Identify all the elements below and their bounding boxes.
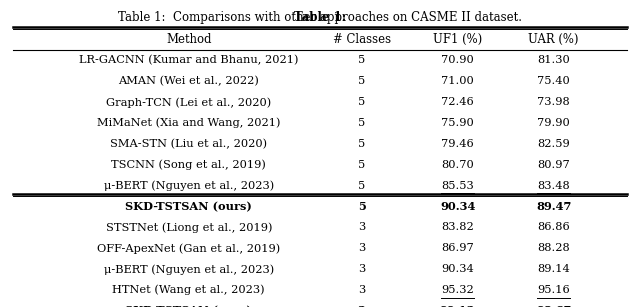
Text: 3: 3 (358, 305, 365, 307)
Text: HTNet (Wang et al., 2023): HTNet (Wang et al., 2023) (113, 285, 265, 295)
Text: 5: 5 (358, 76, 365, 86)
Text: 3: 3 (358, 243, 365, 253)
Text: 89.14: 89.14 (537, 264, 570, 274)
Text: # Classes: # Classes (333, 33, 390, 46)
Text: SMA-STN (Liu et al., 2020): SMA-STN (Liu et al., 2020) (110, 139, 268, 149)
Text: 3: 3 (358, 223, 365, 232)
Text: Method: Method (166, 33, 212, 46)
Text: μ-BERT (Nguyen et al., 2023): μ-BERT (Nguyen et al., 2023) (104, 264, 274, 274)
Text: 95.16: 95.16 (537, 285, 570, 295)
Text: 82.59: 82.59 (537, 139, 570, 149)
Text: LR-GACNN (Kumar and Bhanu, 2021): LR-GACNN (Kumar and Bhanu, 2021) (79, 55, 298, 66)
Text: μ-BERT (Nguyen et al., 2023): μ-BERT (Nguyen et al., 2023) (104, 181, 274, 191)
Text: MiMaNet (Xia and Wang, 2021): MiMaNet (Xia and Wang, 2021) (97, 118, 280, 128)
Text: 5: 5 (358, 201, 365, 212)
Text: AMAN (Wei et al., 2022): AMAN (Wei et al., 2022) (118, 76, 259, 87)
Text: 83.48: 83.48 (537, 181, 570, 191)
Text: 98.67: 98.67 (536, 305, 572, 307)
Text: 70.90: 70.90 (441, 56, 474, 65)
Text: 83.82: 83.82 (441, 223, 474, 232)
Text: 5: 5 (358, 56, 365, 65)
Text: 90.34: 90.34 (440, 201, 476, 212)
Text: SKD-TSTSAN (ours): SKD-TSTSAN (ours) (125, 201, 252, 212)
Text: 5: 5 (358, 97, 365, 107)
Text: 79.46: 79.46 (441, 139, 474, 149)
Text: 75.90: 75.90 (441, 118, 474, 128)
Text: UAR (%): UAR (%) (529, 33, 579, 46)
Text: STSTNet (Liong et al., 2019): STSTNet (Liong et al., 2019) (106, 222, 272, 233)
Text: 80.97: 80.97 (537, 160, 570, 170)
Text: 72.46: 72.46 (441, 97, 474, 107)
Text: 88.28: 88.28 (537, 243, 570, 253)
Text: 75.40: 75.40 (537, 76, 570, 86)
Text: 86.86: 86.86 (537, 223, 570, 232)
Text: 73.98: 73.98 (537, 97, 570, 107)
Text: 90.34: 90.34 (441, 264, 474, 274)
Text: 3: 3 (358, 264, 365, 274)
Text: UF1 (%): UF1 (%) (433, 33, 482, 46)
Text: 5: 5 (358, 118, 365, 128)
Text: TSCNN (Song et al., 2019): TSCNN (Song et al., 2019) (111, 160, 266, 170)
Text: 3: 3 (358, 285, 365, 295)
Text: 80.70: 80.70 (441, 160, 474, 170)
Text: 95.32: 95.32 (441, 285, 474, 295)
Text: 81.30: 81.30 (537, 56, 570, 65)
Text: Table 1:  Comparisons with other approaches on CASME II dataset.: Table 1: Comparisons with other approach… (118, 11, 522, 24)
Text: 79.90: 79.90 (537, 118, 570, 128)
Text: 5: 5 (358, 160, 365, 170)
Text: 89.47: 89.47 (536, 201, 572, 212)
Text: OFF-ApexNet (Gan et al., 2019): OFF-ApexNet (Gan et al., 2019) (97, 243, 280, 254)
Text: 85.53: 85.53 (441, 181, 474, 191)
Text: 86.97: 86.97 (441, 243, 474, 253)
Text: 99.13: 99.13 (440, 305, 476, 307)
Text: 5: 5 (358, 139, 365, 149)
Text: 71.00: 71.00 (441, 76, 474, 86)
Text: Table 1:: Table 1: (294, 11, 346, 24)
Text: Graph-TCN (Lei et al., 2020): Graph-TCN (Lei et al., 2020) (106, 97, 271, 107)
Text: 5: 5 (358, 181, 365, 191)
Text: Table 1:  Comparisons with other approaches on CASME II dataset.: Table 1: Comparisons with other approach… (118, 11, 522, 24)
Text: Table 1:  Comparisons with other approaches on CASME II dataset.: Table 1: Comparisons with other approach… (118, 11, 522, 24)
Text: SKD-TSTSAN (ours): SKD-TSTSAN (ours) (125, 305, 252, 307)
